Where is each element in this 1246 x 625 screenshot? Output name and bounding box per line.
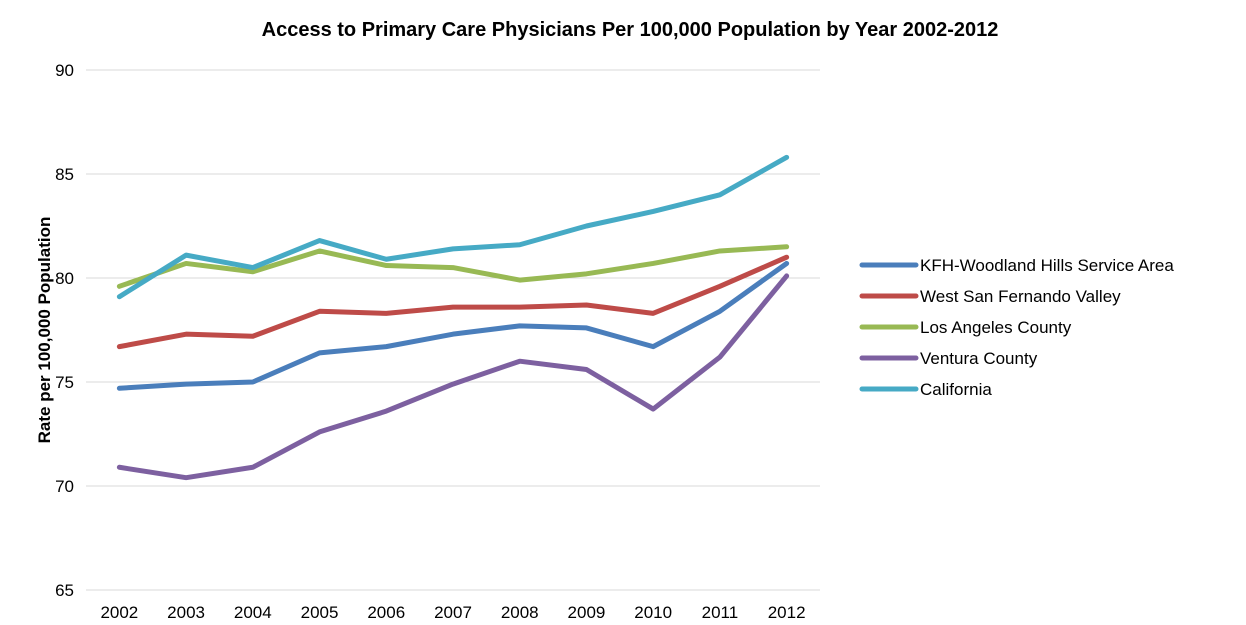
x-tick-label: 2012 bbox=[768, 603, 806, 622]
series-lines bbox=[116, 154, 790, 481]
series-line-2 bbox=[116, 254, 790, 350]
series-line-3 bbox=[116, 244, 790, 289]
y-tick-label: 80 bbox=[55, 269, 74, 288]
legend-label-5: California bbox=[920, 380, 992, 399]
y-tick-label: 75 bbox=[55, 373, 74, 392]
series-line-5 bbox=[116, 154, 790, 300]
legend-label-3: Los Angeles County bbox=[920, 318, 1072, 337]
y-axis-ticks: 65 70 75 80 85 90 bbox=[55, 61, 74, 600]
x-tick-label: 2006 bbox=[367, 603, 405, 622]
x-tick-label: 2011 bbox=[702, 603, 739, 622]
legend-label-4: Ventura County bbox=[920, 349, 1038, 368]
gridlines bbox=[86, 69, 820, 591]
x-axis-ticks: 2002 2003 2004 2005 2006 2007 2008 2009 2010 2011… bbox=[100, 603, 805, 622]
x-tick-label: 2004 bbox=[234, 603, 272, 622]
y-tick-label: 70 bbox=[55, 477, 74, 496]
y-tick-label: 85 bbox=[55, 165, 74, 184]
y-axis-label: Rate per 100,000 Population bbox=[35, 217, 54, 444]
legend-label-2: West San Fernando Valley bbox=[920, 287, 1121, 306]
x-tick-label: 2007 bbox=[434, 603, 472, 622]
legend-label-1: KFH-Woodland Hills Service Area bbox=[920, 256, 1174, 275]
y-tick-label: 90 bbox=[55, 61, 74, 80]
x-tick-label: 2003 bbox=[167, 603, 205, 622]
x-tick-label: 2010 bbox=[634, 603, 672, 622]
y-tick-label: 65 bbox=[55, 581, 74, 600]
x-tick-label: 2002 bbox=[100, 603, 138, 622]
x-tick-label: 2008 bbox=[501, 603, 539, 622]
legend: KFH-Woodland Hills Service Area West San … bbox=[859, 256, 1174, 399]
x-tick-label: 2009 bbox=[568, 603, 606, 622]
series-line-1 bbox=[116, 260, 790, 391]
chart-title: Access to Primary Care Physicians Per 10… bbox=[262, 19, 999, 41]
series-line-4 bbox=[116, 273, 790, 481]
x-tick-label: 2005 bbox=[301, 603, 339, 622]
